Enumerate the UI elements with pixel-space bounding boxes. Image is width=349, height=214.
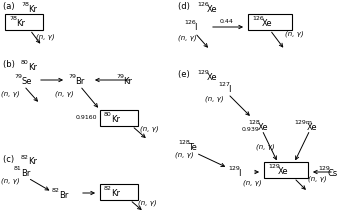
Text: (n, γ): (n, γ) bbox=[55, 90, 74, 97]
Text: Kr: Kr bbox=[16, 18, 25, 28]
Text: 0.9160: 0.9160 bbox=[76, 115, 97, 120]
Text: (a): (a) bbox=[3, 2, 17, 11]
Text: 126: 126 bbox=[252, 16, 264, 21]
Text: Br: Br bbox=[75, 76, 84, 86]
Bar bbox=[100, 184, 138, 200]
Text: I: I bbox=[228, 85, 230, 94]
Text: Kr: Kr bbox=[28, 158, 37, 166]
Text: 80: 80 bbox=[104, 112, 112, 117]
Text: 82: 82 bbox=[21, 155, 29, 160]
Text: Kr: Kr bbox=[111, 114, 120, 123]
Text: Kr: Kr bbox=[28, 62, 37, 71]
Text: 79: 79 bbox=[116, 74, 124, 79]
Text: 79: 79 bbox=[14, 74, 22, 79]
Text: (d): (d) bbox=[178, 2, 193, 11]
Text: (n, γ): (n, γ) bbox=[205, 95, 224, 101]
Text: 128: 128 bbox=[248, 120, 260, 125]
Text: 129: 129 bbox=[197, 70, 209, 75]
Text: (e): (e) bbox=[178, 70, 192, 79]
Text: (n, γ): (n, γ) bbox=[178, 34, 196, 40]
Text: (n, γ): (n, γ) bbox=[285, 30, 304, 37]
Text: 129m: 129m bbox=[294, 120, 312, 125]
Text: 129: 129 bbox=[268, 164, 280, 169]
Bar bbox=[248, 14, 292, 30]
Text: (n, γ): (n, γ) bbox=[243, 179, 262, 186]
Bar bbox=[264, 162, 308, 178]
Text: 129: 129 bbox=[318, 166, 330, 171]
Text: 82: 82 bbox=[104, 186, 112, 191]
Text: Xe: Xe bbox=[258, 122, 268, 131]
Text: Kr: Kr bbox=[28, 4, 37, 13]
Text: 80: 80 bbox=[21, 60, 29, 65]
Text: 129: 129 bbox=[228, 166, 240, 171]
Text: Kr: Kr bbox=[111, 189, 120, 198]
Text: (n, γ): (n, γ) bbox=[1, 178, 20, 184]
Text: Xe: Xe bbox=[207, 4, 217, 13]
Text: (c): (c) bbox=[3, 155, 17, 164]
Text: I: I bbox=[194, 22, 196, 31]
Text: 0.939: 0.939 bbox=[242, 127, 260, 132]
Text: 128: 128 bbox=[178, 140, 190, 145]
Text: Xe: Xe bbox=[262, 18, 273, 28]
Bar bbox=[5, 14, 43, 30]
Text: (n, γ): (n, γ) bbox=[1, 90, 20, 97]
Text: (n, γ): (n, γ) bbox=[175, 152, 194, 159]
Text: (b): (b) bbox=[3, 60, 17, 69]
Text: 0.44: 0.44 bbox=[220, 19, 234, 24]
Text: 81: 81 bbox=[14, 166, 22, 171]
Text: Cs: Cs bbox=[328, 168, 338, 177]
Text: (n, γ): (n, γ) bbox=[138, 199, 157, 205]
Text: I: I bbox=[238, 168, 240, 177]
Text: Xe: Xe bbox=[278, 166, 289, 175]
Text: 78: 78 bbox=[9, 16, 17, 21]
Text: (n, γ): (n, γ) bbox=[256, 143, 275, 150]
Text: Br: Br bbox=[21, 168, 30, 177]
Text: 78: 78 bbox=[21, 2, 29, 7]
Text: (n, γ): (n, γ) bbox=[140, 126, 159, 132]
Text: (n, γ): (n, γ) bbox=[36, 33, 55, 40]
Text: 127: 127 bbox=[218, 82, 230, 87]
Text: Xe: Xe bbox=[207, 73, 217, 82]
Text: Xe: Xe bbox=[307, 122, 317, 131]
Text: Se: Se bbox=[21, 76, 32, 86]
Text: 82: 82 bbox=[52, 188, 60, 193]
Text: Br: Br bbox=[59, 190, 68, 199]
Text: 126: 126 bbox=[184, 20, 196, 25]
Text: 126: 126 bbox=[197, 2, 209, 7]
Text: Te: Te bbox=[188, 143, 197, 152]
Text: Kr: Kr bbox=[123, 76, 132, 86]
Text: (n, γ): (n, γ) bbox=[308, 176, 327, 183]
Text: 79: 79 bbox=[68, 74, 76, 79]
Bar bbox=[100, 110, 138, 126]
